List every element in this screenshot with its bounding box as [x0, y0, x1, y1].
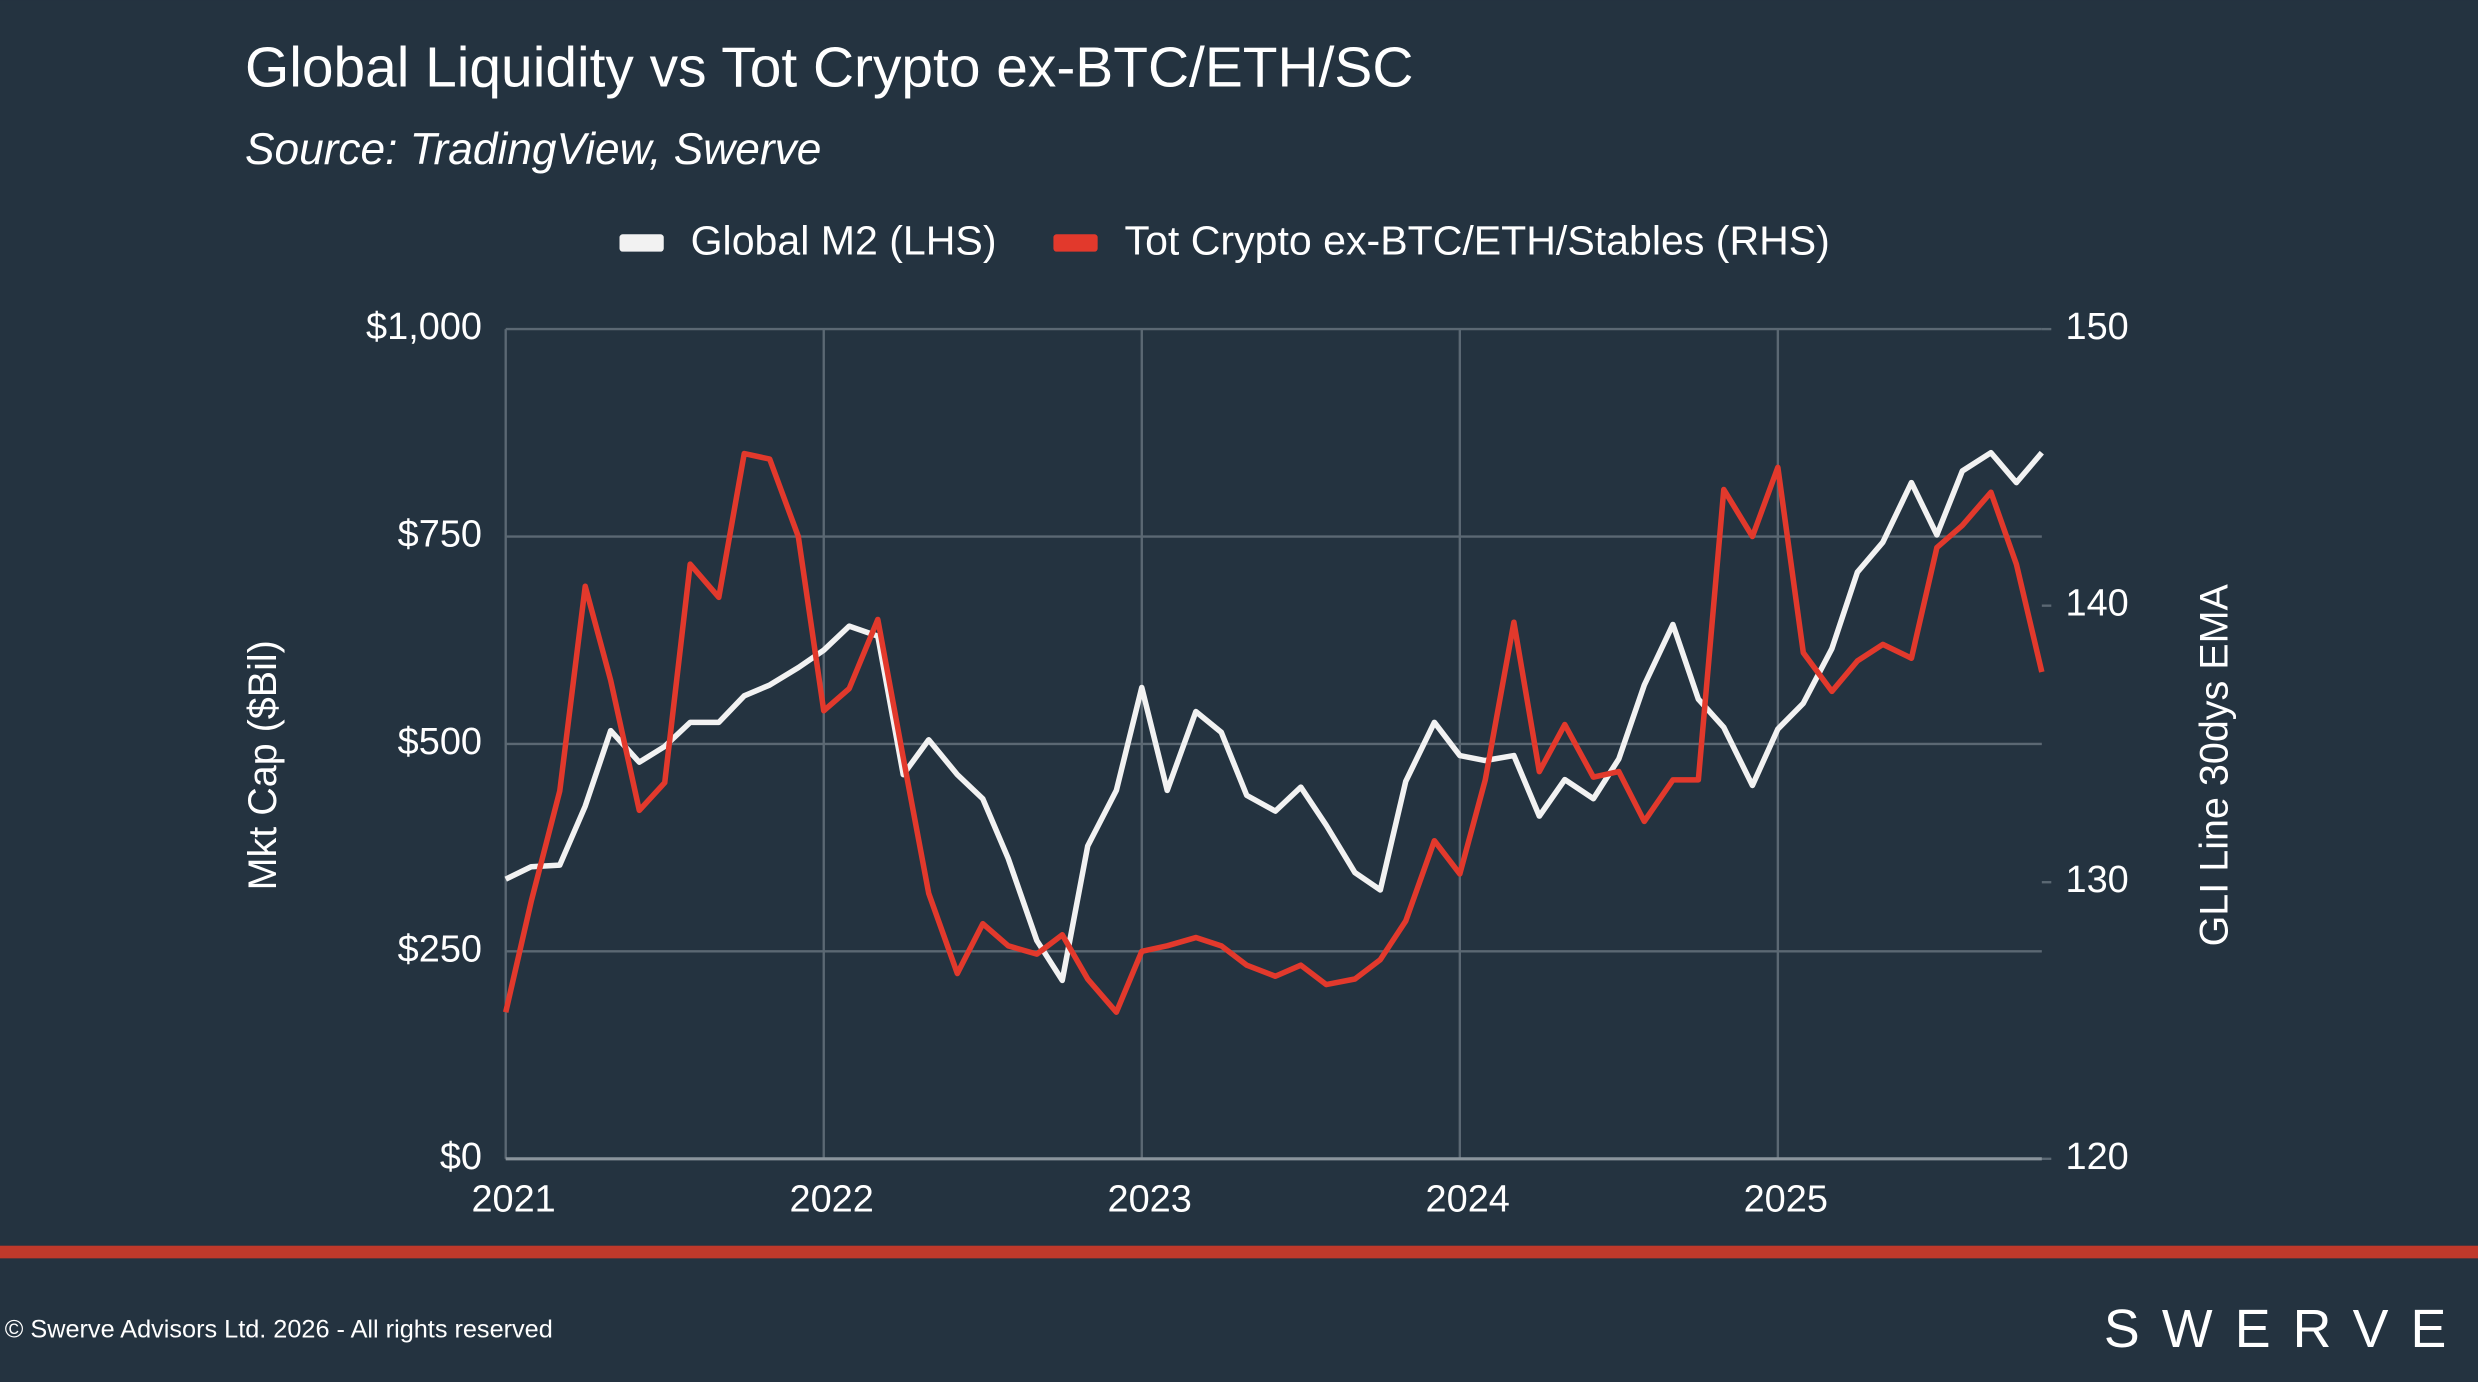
y-tick-label: $1,000: [366, 306, 482, 348]
line-series: [503, 450, 2045, 1015]
legend-swatch: [1053, 234, 1098, 252]
x-tick-label: 2022: [789, 1178, 873, 1220]
legend-label: Global M2 (LHS): [691, 218, 997, 264]
y-tick-label: $500: [398, 721, 482, 763]
logo: SWERVE: [2104, 1299, 2469, 1359]
y-tick-label: $750: [398, 514, 482, 556]
x-tick-label: 2025: [1744, 1178, 1828, 1220]
y-tick-label: $0: [440, 1136, 482, 1178]
x-tick-label: 2024: [1426, 1178, 1510, 1220]
y2-tick-label: 130: [2066, 859, 2129, 901]
y2-axis-title: GLI Line 30dys EMA: [2193, 583, 2237, 946]
y2-tick-label: 120: [2066, 1136, 2129, 1178]
x-tick-label: 2023: [1108, 1178, 1192, 1220]
copyright: © Swerve Advisors Ltd. 2026 - All rights…: [5, 1316, 553, 1344]
y2-tick-label: 150: [2066, 306, 2129, 348]
line-series: [504, 449, 2044, 984]
x-tick-label: 2021: [471, 1178, 555, 1220]
y-tick-label: $250: [398, 928, 482, 970]
legend-swatch: [619, 234, 664, 252]
chart-title: Global Liquidity vs Tot Crypto ex-BTC/ET…: [245, 36, 1413, 100]
footer-bar: [0, 1245, 2478, 1259]
legend-label: Tot Crypto ex-BTC/ETH/Stables (RHS): [1125, 218, 1830, 264]
y-axis-title: Mkt Cap ($Bil): [241, 640, 285, 890]
chart-subtitle: Source: TradingView, Swerve: [245, 125, 821, 174]
y2-tick-label: 140: [2066, 583, 2129, 625]
